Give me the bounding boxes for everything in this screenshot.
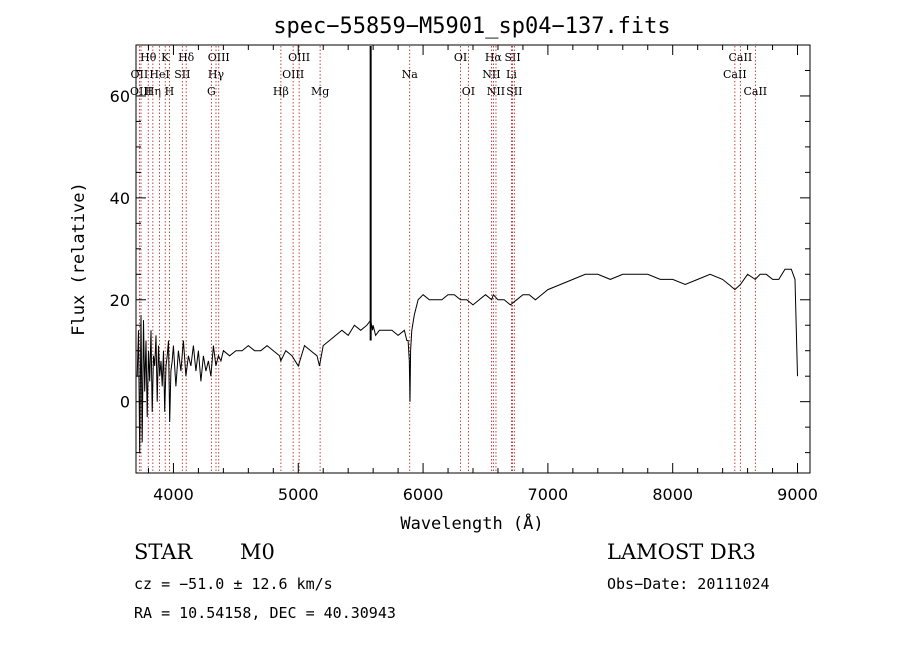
line-label: OII bbox=[131, 68, 149, 81]
line-label: OIII bbox=[288, 51, 310, 64]
y-tick-label: 60 bbox=[110, 87, 130, 106]
line-label: SII bbox=[174, 68, 190, 81]
line-label: G bbox=[207, 85, 216, 98]
coordinates: RA = 10.54158, DEC = 40.30943 bbox=[134, 604, 396, 622]
line-label: OIII bbox=[282, 68, 304, 81]
x-tick-label: 4000 bbox=[153, 485, 194, 504]
line-label: CaII bbox=[723, 68, 747, 81]
line-label: Hδ bbox=[178, 51, 195, 64]
line-label: Hθ bbox=[140, 51, 157, 64]
line-label: Hγ bbox=[208, 68, 225, 81]
line-label: SII bbox=[504, 51, 520, 64]
object-class: STAR bbox=[134, 540, 193, 564]
line-label: NII bbox=[482, 68, 500, 81]
data-layer bbox=[136, 46, 798, 453]
plot-frame bbox=[135, 44, 811, 474]
tick-layer: 4000 5000 6000 7000 8000 9000 0 20 40 60 bbox=[110, 44, 818, 504]
y-axis-label: Flux (relative) bbox=[69, 182, 89, 336]
line-label: OI bbox=[462, 85, 475, 98]
object-subclass: M0 bbox=[240, 540, 275, 564]
x-tick-label: 9000 bbox=[777, 485, 818, 504]
line-label: HeI bbox=[149, 68, 169, 81]
line-label: NII bbox=[487, 85, 505, 98]
line-label: Hη bbox=[145, 85, 161, 98]
line-label: Hα bbox=[485, 51, 503, 64]
line-label: OI bbox=[454, 51, 467, 64]
line-label: OIII bbox=[208, 51, 230, 64]
observation-date: Obs−Date: 20111024 bbox=[607, 575, 770, 593]
line-label: Na bbox=[402, 68, 419, 81]
line-label: OIII bbox=[130, 85, 152, 98]
line-label: Li bbox=[506, 68, 517, 81]
x-axis-label: Wavelength (Å) bbox=[400, 512, 543, 534]
line-label: H bbox=[165, 85, 175, 98]
chart-title: spec−55859−M5901_sp04−137.fits bbox=[273, 14, 670, 39]
line-label: CaII bbox=[729, 51, 753, 64]
y-tick-label: 0 bbox=[120, 393, 130, 412]
x-tick-label: 6000 bbox=[403, 485, 444, 504]
y-tick-label: 20 bbox=[110, 291, 130, 310]
line-label: CaII bbox=[743, 85, 767, 98]
y-tick-label: 40 bbox=[110, 189, 130, 208]
x-tick-label: 7000 bbox=[528, 485, 569, 504]
line-label: SII bbox=[506, 85, 522, 98]
x-tick-label: 5000 bbox=[278, 485, 319, 504]
survey-name: LAMOST DR3 bbox=[607, 540, 756, 564]
redshift-velocity: cz = −51.0 ± 12.6 km/s bbox=[134, 575, 333, 593]
line-label: Hβ bbox=[273, 85, 289, 98]
line-label: Mg bbox=[311, 85, 329, 98]
spectrum-line bbox=[136, 268, 798, 453]
x-tick-label: 8000 bbox=[652, 485, 693, 504]
line-label: K bbox=[161, 51, 170, 64]
